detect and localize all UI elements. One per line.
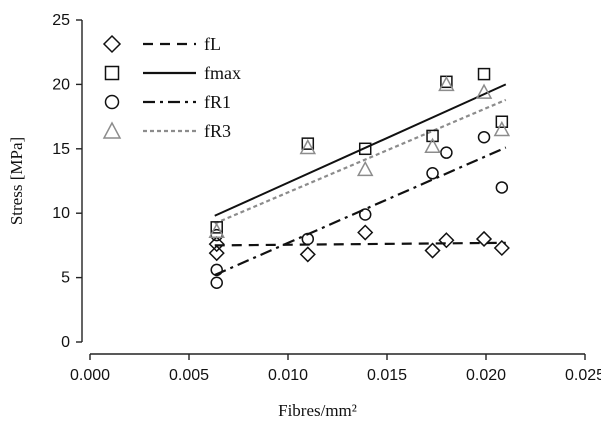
x-tick-label: 0.000 (70, 367, 110, 384)
point-fL (357, 224, 374, 241)
y-axis-title: Stress [MPa] (7, 137, 26, 225)
y-tick-label: 15 (52, 141, 70, 158)
fit-line-fL (214, 241, 506, 247)
x-tick-label: 0.005 (169, 367, 209, 384)
point-fR3 (493, 120, 511, 137)
y-tick-label: 10 (52, 205, 70, 222)
y-tick-label: 0 (61, 334, 70, 351)
y-tick-label: 5 (61, 270, 70, 287)
point-fL (299, 246, 316, 263)
point-fL (493, 239, 510, 257)
point-fR3 (438, 75, 455, 92)
point-fR1 (210, 263, 223, 277)
point-fmax (358, 142, 372, 156)
point-fR3 (475, 83, 493, 99)
x-tick-label: 0.020 (466, 367, 506, 384)
legend-label-fR1: fR1 (204, 92, 231, 112)
point-fR1 (358, 208, 372, 221)
x-axis-title: Fibres/mm² (278, 401, 357, 420)
point-fR3 (208, 222, 225, 238)
axes: 0 5 10 15 20 25 0.000 0.005 0.010 0.015 0.020 0.025 (52, 12, 601, 384)
point-fL (424, 242, 441, 259)
point-fR1 (210, 276, 223, 290)
fit-lines (214, 83, 507, 277)
point-fmax (426, 129, 439, 143)
legend-label-fmax: fmax (204, 63, 241, 83)
fit-line-fR3 (214, 98, 507, 225)
x-tick-label: 0.025 (565, 367, 601, 384)
point-fR3 (356, 160, 374, 177)
point-fL (208, 245, 225, 262)
point-fmax (210, 221, 223, 234)
legend-label-fL: fL (204, 34, 221, 54)
point-fR1 (495, 181, 509, 194)
legend-label-fR3: fR3 (204, 121, 231, 141)
x-tick-label: 0.010 (268, 367, 308, 384)
point-fmax (477, 67, 491, 81)
point-fL (475, 230, 493, 248)
legend-marker-fR3 (102, 121, 122, 139)
point-fR1 (301, 232, 315, 246)
point-fL (438, 232, 455, 249)
point-fmax (301, 137, 315, 150)
legend-marker-fR1 (104, 94, 120, 110)
point-fR3 (299, 138, 317, 155)
point-fL (208, 236, 225, 253)
y-tick-label: 20 (52, 76, 70, 93)
legend-marker-fmax (104, 65, 120, 81)
y-tick-label: 25 (52, 12, 70, 29)
x-tick-label: 0.015 (367, 367, 407, 384)
point-fR3 (424, 137, 441, 153)
data-points (208, 67, 511, 290)
point-fR1 (477, 130, 491, 144)
legend-marker-fL (102, 34, 122, 54)
point-fR1 (426, 167, 439, 180)
point-fmax (495, 115, 509, 129)
point-fR1 (440, 146, 453, 159)
legend: fL fmax fR1 fR3 (102, 34, 241, 141)
